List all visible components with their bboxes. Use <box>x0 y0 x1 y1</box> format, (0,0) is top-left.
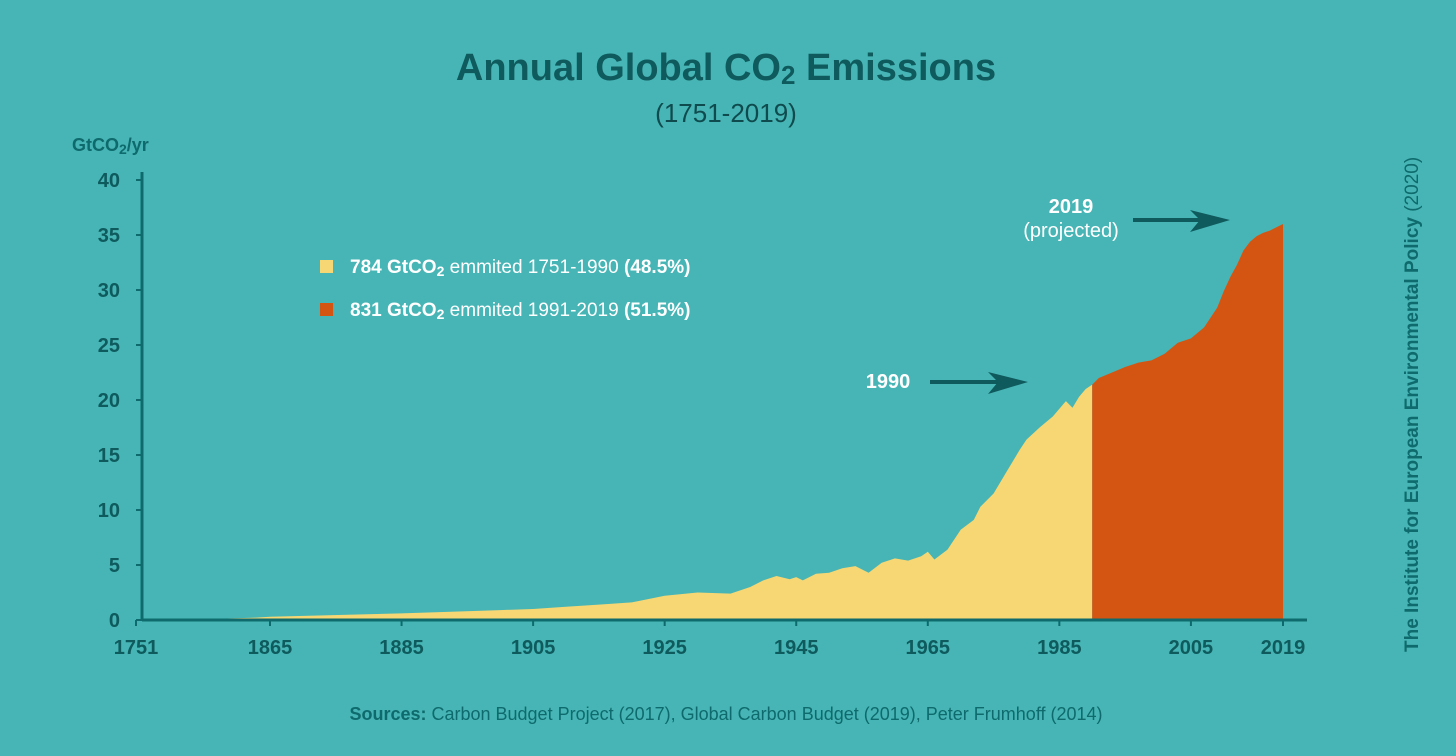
sources-note: Sources: Carbon Budget Project (2017), G… <box>349 704 1102 724</box>
legend-entry-1990: 784 GtCO2 emmited 1751-1990 (48.5%) <box>350 257 690 279</box>
x-tick-label: 2005 <box>1169 637 1214 659</box>
y-tick-label: 25 <box>98 335 120 357</box>
area-series-1 <box>136 384 1093 620</box>
x-tick-label: 1751 <box>114 637 159 659</box>
legend: 784 GtCO2 emmited 1751-1990 (48.5%) 831 … <box>320 257 690 322</box>
legend-swatch-1990 <box>320 260 333 273</box>
annotation-2019-label: 2019 <box>1049 196 1094 218</box>
x-tick-label: 1925 <box>642 637 687 659</box>
y-tick-label: 20 <box>98 390 120 412</box>
chart-title: Annual Global CO2 Emissions <box>456 47 996 90</box>
x-tick-label: 2019 <box>1261 637 1306 659</box>
annotation-2019: 2019 (projected) <box>1023 196 1230 242</box>
x-tick-label: 1965 <box>906 637 951 659</box>
y-tick-label: 30 <box>98 280 120 302</box>
axes: 0 5 10 15 20 25 30 35 40 1751 1865 1885 1905 1925 1945… <box>98 170 1307 659</box>
x-tick-label: 1985 <box>1037 637 1082 659</box>
x-tick-label: 1905 <box>511 637 556 659</box>
legend-swatch-2019 <box>320 303 333 316</box>
chart-subtitle: (1751-2019) <box>655 98 797 128</box>
y-tick-label: 10 <box>98 500 120 522</box>
x-tick-label: 1885 <box>379 637 424 659</box>
annotation-1990-arrow-head-icon <box>988 372 1028 394</box>
annotation-1990: 1990 <box>866 371 1028 394</box>
area-layer <box>136 224 1283 620</box>
annotation-2019-arrow-head-icon <box>1190 210 1230 232</box>
annotation-2019-note: (projected) <box>1023 220 1119 242</box>
y-tick-label: 5 <box>109 555 120 577</box>
annotation-1990-label: 1990 <box>866 371 911 393</box>
y-tick-label: 40 <box>98 170 120 192</box>
y-axis-label: GtCO2/yr <box>72 135 149 157</box>
legend-entry-2019: 831 GtCO2 emmited 1991-2019 (51.5%) <box>350 300 690 322</box>
area-series-2 <box>1092 224 1283 620</box>
side-credit: The Institute for European Environmental… <box>1402 157 1423 652</box>
y-tick-label: 0 <box>109 610 120 632</box>
x-tick-label: 1865 <box>248 637 293 659</box>
y-tick-label: 15 <box>98 445 120 467</box>
y-tick-label: 35 <box>98 225 120 247</box>
x-tick-label: 1945 <box>774 637 819 659</box>
